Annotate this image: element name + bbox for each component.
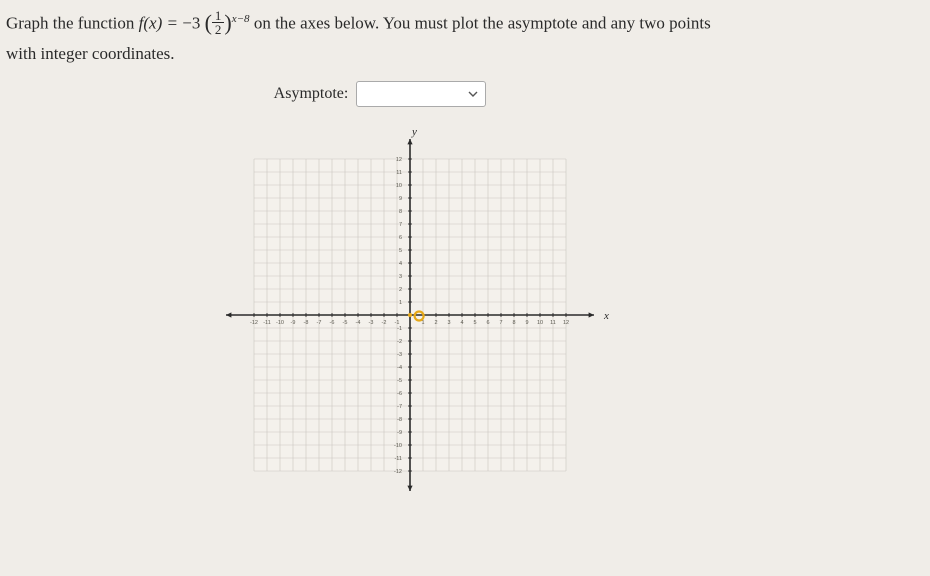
svg-text:-7: -7 <box>317 320 322 326</box>
question-text: Graph the function f(x) = −3 (12)x−8 on … <box>6 8 924 67</box>
svg-text:10: 10 <box>537 320 543 326</box>
svg-text:-8: -8 <box>397 417 402 423</box>
svg-text:9: 9 <box>525 320 528 326</box>
svg-text:-3: -3 <box>369 320 374 326</box>
svg-text:-10: -10 <box>276 320 284 326</box>
paren-open: ( <box>205 10 212 35</box>
svg-text:4: 4 <box>399 261 402 267</box>
chevron-down-icon <box>467 88 479 100</box>
svg-text:-12: -12 <box>250 320 258 326</box>
svg-text:-10: -10 <box>394 443 402 449</box>
svg-text:-6: -6 <box>397 391 402 397</box>
asymptote-row: Asymptote: <box>0 81 924 107</box>
svg-text:-12: -12 <box>394 469 402 475</box>
exponent-rest: −8 <box>237 13 250 25</box>
svg-text:-2: -2 <box>397 339 402 345</box>
svg-text:-6: -6 <box>330 320 335 326</box>
svg-text:-3: -3 <box>397 352 402 358</box>
svg-text:5: 5 <box>473 320 476 326</box>
svg-text:-2: -2 <box>382 320 387 326</box>
svg-text:7: 7 <box>499 320 502 326</box>
svg-text:11: 11 <box>396 170 402 176</box>
svg-text:2: 2 <box>399 287 402 293</box>
paren-close: ) <box>224 10 231 35</box>
svg-text:2: 2 <box>434 320 437 326</box>
svg-text:x: x <box>603 310 609 322</box>
svg-text:1: 1 <box>421 320 424 326</box>
svg-text:-11: -11 <box>263 320 271 326</box>
svg-text:6: 6 <box>486 320 489 326</box>
svg-text:-4: -4 <box>356 320 361 326</box>
svg-text:8: 8 <box>512 320 515 326</box>
svg-text:-5: -5 <box>397 378 402 384</box>
question-line2: with integer coordinates. <box>6 44 175 63</box>
svg-text:-5: -5 <box>343 320 348 326</box>
svg-text:3: 3 <box>399 274 402 280</box>
svg-text:-4: -4 <box>397 365 402 371</box>
svg-text:-1: -1 <box>397 326 402 332</box>
svg-text:-9: -9 <box>291 320 296 326</box>
svg-text:1: 1 <box>399 300 402 306</box>
svg-text:-11: -11 <box>394 456 402 462</box>
svg-text:7: 7 <box>399 222 402 228</box>
svg-text:10: 10 <box>396 183 402 189</box>
question-suffix1: on the axes below. You must plot the asy… <box>254 13 711 32</box>
svg-text:-7: -7 <box>397 404 402 410</box>
equals: = <box>167 13 183 32</box>
fraction-numerator: 1 <box>212 9 225 23</box>
svg-text:11: 11 <box>550 320 556 326</box>
question-prefix: Graph the function <box>6 13 139 32</box>
svg-text:8: 8 <box>399 209 402 215</box>
graph-container: -12-11-10-9-8-7-6-5-4-3-2-11234567891011… <box>0 115 924 535</box>
asymptote-label: Asymptote: <box>274 85 349 103</box>
svg-text:6: 6 <box>399 235 402 241</box>
coordinate-grid[interactable]: -12-11-10-9-8-7-6-5-4-3-2-11234567891011… <box>190 115 630 535</box>
svg-text:12: 12 <box>563 320 569 326</box>
asymptote-dropdown[interactable] <box>356 81 486 107</box>
exponent: x−8 <box>232 13 250 25</box>
svg-text:9: 9 <box>399 196 402 202</box>
svg-text:4: 4 <box>460 320 463 326</box>
svg-text:5: 5 <box>399 248 402 254</box>
svg-text:-8: -8 <box>304 320 309 326</box>
svg-text:y: y <box>411 126 417 138</box>
svg-text:12: 12 <box>396 157 402 163</box>
coefficient: −3 <box>182 13 200 32</box>
function-fx: f(x) <box>139 13 163 32</box>
fraction: 12 <box>212 9 225 36</box>
fraction-denominator: 2 <box>212 23 225 36</box>
svg-text:3: 3 <box>447 320 450 326</box>
svg-text:-9: -9 <box>397 430 402 436</box>
